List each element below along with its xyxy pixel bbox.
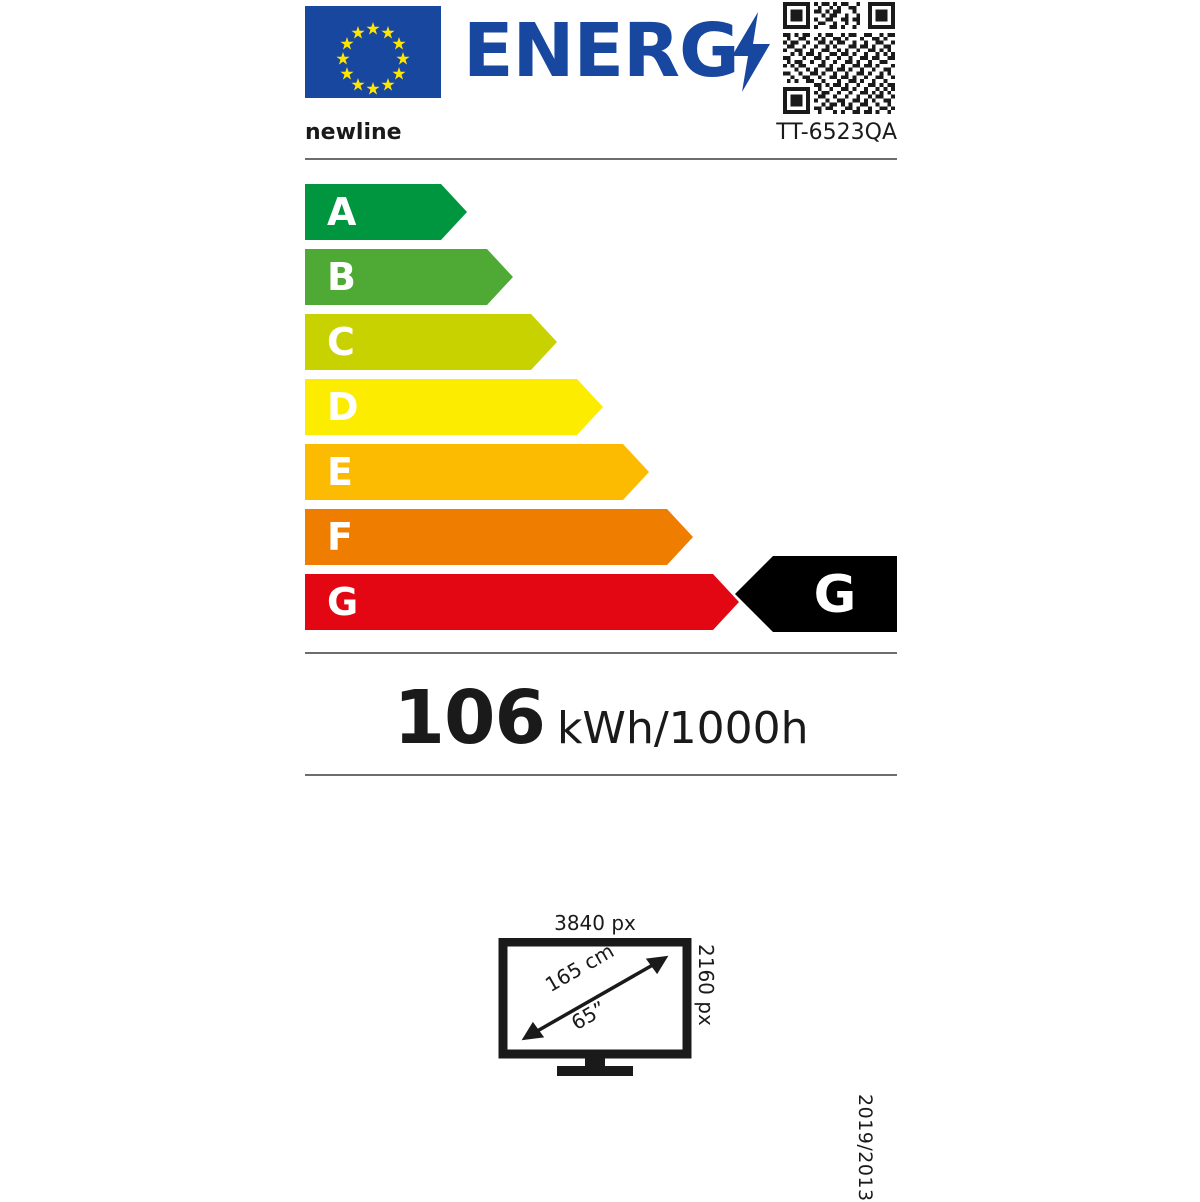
class-arrow-shape [305, 509, 693, 565]
class-arrow-shape [305, 444, 649, 500]
energy-class-bar-e: E [305, 444, 649, 500]
energy-class-bar-g: G [305, 574, 739, 630]
class-letter-g: G [327, 580, 359, 624]
label-header: ENERG [305, 2, 897, 114]
energy-class-bar-c: C [305, 314, 557, 370]
rating-arrow [735, 556, 897, 632]
divider-above-consumption [305, 652, 897, 654]
divider-under-brand [305, 158, 897, 160]
class-arrow-shape [305, 314, 557, 370]
display-width-label: 3840 px [554, 911, 636, 935]
class-letter-d: D [327, 385, 359, 429]
energ-wordmark: ENERG [463, 8, 740, 94]
brand-name: newline [305, 120, 402, 145]
class-arrow-shape [305, 379, 603, 435]
energy-class-bar-b: B [305, 249, 513, 305]
energy-class-bar-a: A [305, 184, 467, 240]
class-arrow-shape [305, 249, 513, 305]
qr-code-icon[interactable] [781, 2, 897, 114]
regulation-reference: 2019/2013 [854, 1094, 876, 1202]
consumption-unit: kWh/1000h [556, 703, 809, 754]
class-letter-c: C [327, 320, 355, 364]
class-letter-a: A [327, 190, 357, 234]
eu-flag-icon [305, 6, 441, 98]
model-identifier: TT-6523QA [776, 120, 897, 145]
class-arrow-shape [305, 184, 467, 240]
display-height-label: 2160 px [694, 944, 718, 1026]
energy-consumption: 106 kWh/1000h [305, 666, 897, 770]
television-icon [497, 938, 693, 1078]
lightning-bolt-icon [728, 12, 774, 92]
class-arrow-shape [305, 574, 739, 630]
rating-grade-letter: G [813, 565, 857, 625]
energy-class-bar-f: F [305, 509, 693, 565]
consumption-value: 106 [393, 675, 545, 761]
divider-below-consumption [305, 774, 897, 776]
class-letter-f: F [327, 515, 353, 559]
class-letter-e: E [327, 450, 353, 494]
energy-class-bar-d: D [305, 379, 603, 435]
supplier-model-row: newline TT-6523QA [305, 118, 897, 156]
display-pictogram-block: 3840 px 165 cm 65” 2160 px [497, 910, 727, 1080]
class-letter-b: B [327, 255, 356, 299]
